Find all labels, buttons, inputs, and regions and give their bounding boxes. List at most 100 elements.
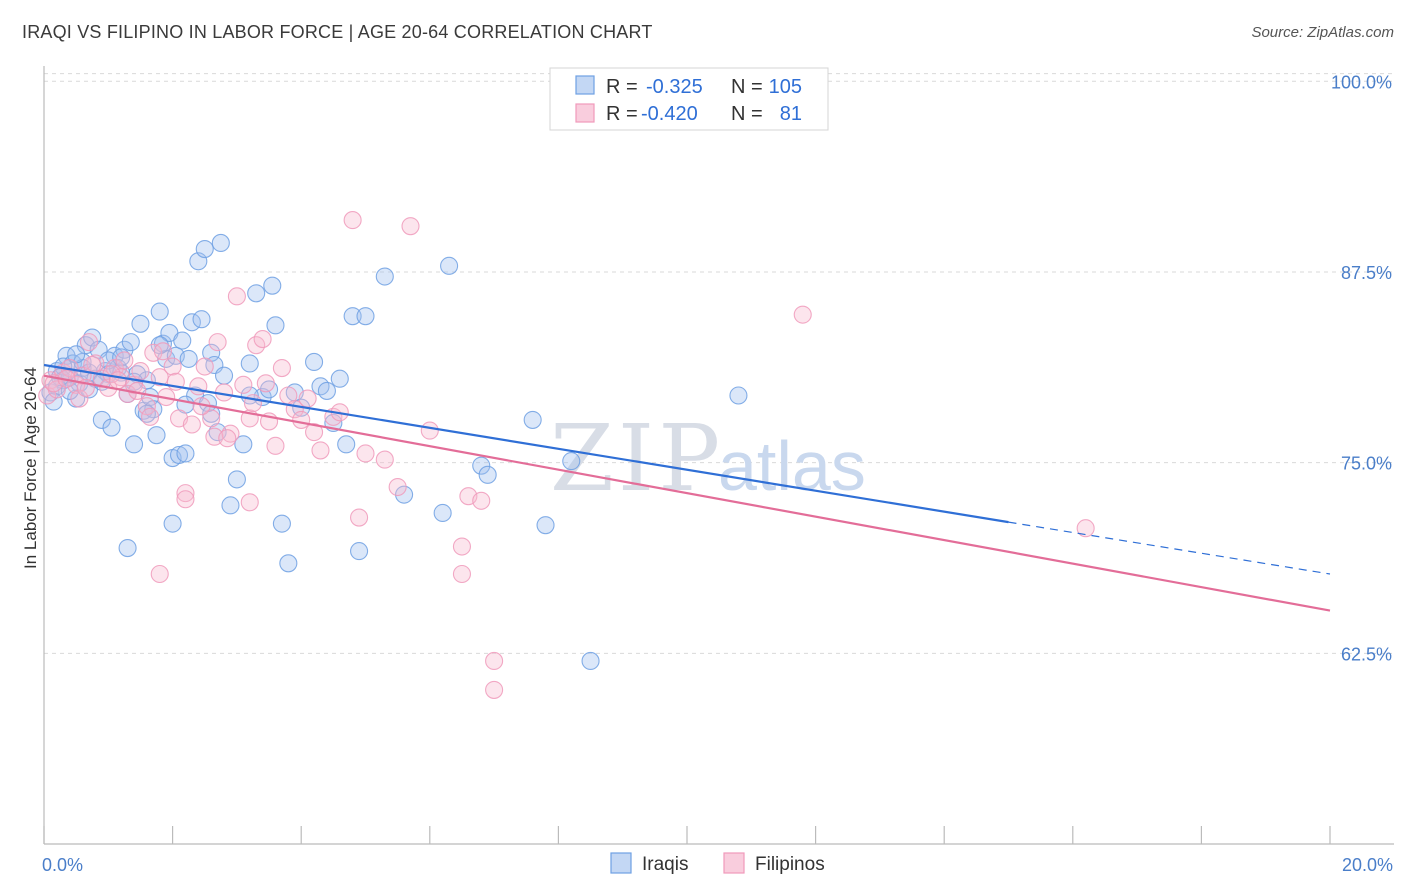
y-tick-label: 87.5% (1341, 263, 1392, 283)
iraqis-point (395, 485, 414, 504)
legend-filipinos-n-value: 81 (780, 103, 802, 125)
iraqis-point (150, 302, 169, 321)
filipinos-point (86, 354, 105, 373)
iraqis-point (272, 514, 291, 533)
filipinos-point (208, 333, 227, 352)
trend-lines (43, 363, 1331, 612)
filipinos-point (176, 484, 195, 503)
iraqis-point (317, 381, 336, 400)
iraqis-point (581, 651, 600, 670)
y-tick-label: 100.0% (1331, 72, 1392, 92)
iraqis-point (234, 435, 253, 454)
iraqis-point (176, 444, 195, 463)
iraqis-trend-extension (1008, 521, 1331, 575)
legend-filipinos-r-value: -0.420 (641, 103, 698, 125)
iraqis-point (729, 386, 748, 405)
filipinos-point (115, 351, 134, 370)
iraqis-point (137, 404, 156, 423)
x-tick-label: 20.0% (1342, 855, 1393, 875)
iraqis-point (240, 354, 259, 373)
iraqis-point (124, 435, 144, 454)
bottom-legend-filipinos-label: Filipinos (755, 854, 825, 875)
iraqis-point (92, 410, 111, 429)
filipinos-point (350, 508, 369, 527)
iraqis-point (478, 465, 497, 484)
legend: R = -0.325 N = 105 R = -0.420 N = 81 (549, 67, 829, 131)
filipinos-point (452, 537, 472, 556)
iraqis-point (330, 369, 349, 388)
iraqis-point (121, 333, 140, 352)
bottom-legend: Iraqis Filipinos (610, 852, 825, 875)
iraqis-point (182, 313, 201, 332)
filipinos-point (266, 436, 285, 455)
iraqis-point (192, 310, 211, 329)
legend-filipinos-n-label: N = (731, 103, 763, 125)
filipinos-point (79, 333, 99, 352)
iraqis-point (311, 377, 330, 396)
filipinos-point (234, 375, 253, 394)
legend-iraqis-n-label: N = (731, 76, 763, 98)
filipinos-point (163, 357, 182, 376)
filipinos-point (356, 444, 375, 463)
legend-frame (549, 67, 829, 131)
iraqis-point (211, 233, 230, 253)
filipinos-point (1076, 519, 1095, 538)
iraqis-point (562, 452, 581, 471)
filipinos-point (292, 410, 311, 429)
bottom-legend-iraqis-swatch (610, 852, 632, 874)
chart-source: Source: ZipAtlas.com (1251, 24, 1394, 41)
filipinos-point (182, 415, 201, 434)
filipinos-point (298, 389, 317, 408)
filipinos-point (108, 371, 127, 390)
iraqis-trend-line (43, 363, 1009, 524)
iraqis-point (279, 554, 298, 573)
filipinos-point (388, 477, 407, 497)
y-axis-title: In Labor Force | Age 20-64 (21, 367, 40, 569)
filipinos-point (472, 491, 491, 510)
filipinos-point (131, 362, 150, 381)
iraqis-point (536, 516, 555, 535)
iraqis-point (375, 267, 394, 286)
filipinos-point (70, 389, 89, 408)
iraqis-point (147, 426, 166, 445)
iraqis-point (163, 514, 182, 533)
legend-iraqis-r-label: R = (606, 76, 638, 98)
iraqis-point (179, 349, 198, 368)
filipinos-point (189, 377, 208, 396)
filipinos-point (144, 343, 163, 362)
filipinos-point (305, 423, 324, 442)
iraqis-point (173, 331, 192, 350)
iraqis-point (266, 316, 285, 335)
iraqis-point (523, 410, 542, 429)
iraqis-point (221, 496, 240, 515)
x-tick-label: 0.0% (42, 855, 83, 875)
legend-iraqis-n-value: 105 (769, 76, 802, 98)
filipinos-point (137, 397, 156, 416)
filipinos-point (420, 421, 439, 440)
iraqis-point (356, 307, 375, 326)
iraqis-point (433, 503, 452, 523)
filipinos-point (253, 330, 272, 349)
filipinos-point (452, 564, 472, 584)
filipinos-point (485, 680, 504, 699)
iraqis-point (440, 256, 459, 275)
filipinos-point (202, 409, 221, 428)
iraqis-point (227, 470, 246, 489)
y-tick-label: 75.0% (1341, 454, 1392, 474)
iraqis-point (131, 314, 150, 333)
filipinos-point (793, 305, 812, 324)
filipinos-point (153, 342, 173, 361)
bottom-legend-iraqis-label: Iraqis (642, 854, 688, 875)
iraqis-point (247, 284, 266, 303)
iraqis-point (102, 418, 121, 437)
legend-filipinos-r-label: R = (606, 103, 638, 125)
tick-labels: 62.5% 75.0% 87.5% 100.0% 0.0% 20.0% (42, 72, 1393, 875)
filipinos-point (272, 358, 291, 378)
iraqis-point (343, 307, 362, 326)
filipinos-trend-line (43, 374, 1331, 612)
filipinos-point (401, 217, 420, 236)
iraqis-point (263, 276, 282, 295)
chart-title: IRAQI VS FILIPINO IN LABOR FORCE | AGE 2… (22, 22, 653, 42)
bottom-legend-filipinos-swatch (723, 852, 745, 874)
